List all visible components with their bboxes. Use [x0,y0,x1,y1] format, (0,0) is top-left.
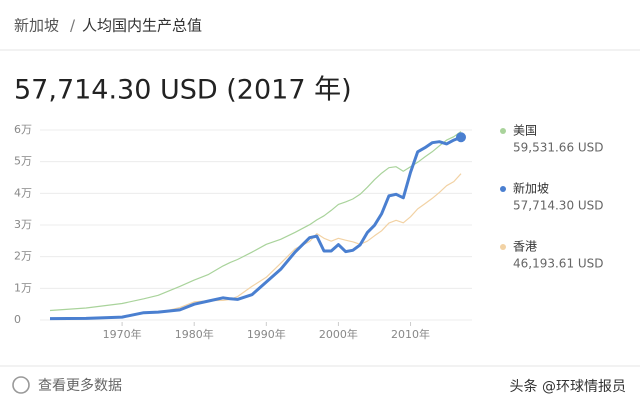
legend-swatch [500,244,506,250]
y-tick-label: 0 [14,313,21,326]
breadcrumb-country[interactable]: 新加坡 [14,17,59,35]
y-tick-label: 5万 [14,155,32,168]
y-tick-label: 2万 [14,250,32,263]
legend-value: 57,714.30 USD [513,199,604,213]
y-tick-label: 6万 [14,123,32,136]
more-data-link[interactable]: 查看更多数据 [38,377,122,394]
series-line [49,135,462,321]
legend-value: 46,193.61 USD [513,257,604,271]
series-line [49,131,462,312]
y-tick-label: 4万 [14,186,32,199]
x-tick-label: 1980年 [175,327,214,341]
legend-value: 59,531.66 USD [513,141,604,155]
y-tick-label: 3万 [14,218,32,231]
breadcrumb-separator: / [70,17,76,35]
headline-value: 57,714.30 USD (2017 年) [14,75,352,106]
series-line [49,173,462,320]
x-tick-label: 2000年 [319,327,358,341]
legend-name: 美国 [513,124,537,138]
breadcrumb-metric: 人均国内生产总值 [82,17,202,35]
end-point [456,132,466,143]
legend-swatch [500,186,506,192]
legend-name: 香港 [513,240,537,254]
more-icon[interactable] [12,376,30,394]
x-tick-label: 2010年 [391,327,430,341]
watermark: 头条 @环球情报员 [510,378,626,395]
legend-name: 新加坡 [513,181,549,196]
legend-swatch [500,128,506,134]
x-tick-label: 1970年 [103,327,142,341]
x-tick-label: 1990年 [247,327,286,341]
y-tick-label: 1万 [14,281,32,294]
